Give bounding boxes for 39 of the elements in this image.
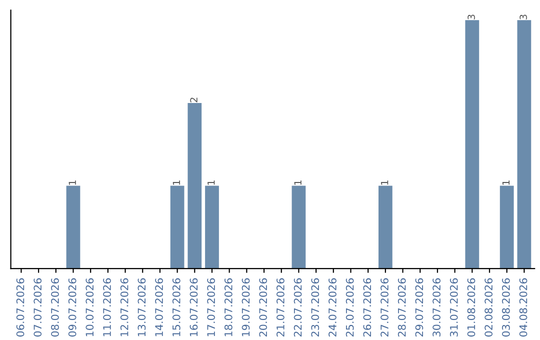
x-tick-label: 21.07.2026 — [276, 278, 284, 337]
x-tick-label: 28.07.2026 — [398, 278, 406, 337]
x-tick-label: 14.07.2026 — [155, 278, 163, 336]
x-tick-label: 13.07.2026 — [138, 278, 146, 336]
x-tick-label: 23.07.2026 — [311, 278, 320, 337]
data-label: 3 — [520, 14, 528, 20]
data-label: 1 — [208, 180, 215, 185]
x-tick-label: 24.07.2026 — [328, 278, 336, 337]
x-tick-label: 26.07.2026 — [363, 278, 372, 337]
x-tick-label: 16.07.2026 — [190, 278, 198, 336]
x-tick-label: 20.07.2026 — [259, 278, 268, 337]
data-label: 2 — [190, 98, 198, 102]
x-tick-label: 04.08.2026 — [519, 278, 528, 337]
data-label: 1 — [294, 180, 302, 185]
x-tick-label: 19.07.2026 — [242, 278, 250, 336]
x-tick-label: 25.07.2026 — [346, 278, 354, 337]
x-tick-label: 06.07.2026 — [16, 278, 24, 337]
x-tick-label: 17.07.2026 — [207, 278, 216, 336]
x-tick-label: 09.07.2026 — [68, 278, 76, 337]
x-tick-label: 18.07.2026 — [224, 278, 232, 336]
x-tick-label: 03.08.2026 — [502, 278, 510, 337]
x-tick-label: 02.08.2026 — [484, 278, 493, 337]
data-label: 1 — [381, 180, 388, 185]
x-tick-label: 22.07.2026 — [294, 278, 302, 337]
x-tick-label: 27.07.2026 — [380, 278, 388, 337]
x-tick-label: 15.07.2026 — [172, 278, 180, 336]
x-tick-label: 30.07.2026 — [432, 278, 440, 336]
data-label: 3 — [468, 14, 475, 20]
data-label: 1 — [172, 180, 180, 185]
data-label: 1 — [68, 180, 76, 185]
x-tick-label: 10.07.2026 — [86, 278, 94, 336]
x-tick-label: 29.07.2026 — [415, 278, 424, 337]
x-tick-label: 12.07.2026 — [120, 278, 128, 336]
x-tick-label: 11.07.2026 — [103, 278, 111, 336]
x-tick-label: 01.08.2026 — [467, 278, 476, 337]
x-tick-label: 07.07.2026 — [34, 278, 42, 337]
x-tick-label: 31.07.2026 — [450, 278, 458, 336]
x-tick-label: 08.07.2026 — [51, 278, 59, 337]
data-label: 1 — [502, 180, 510, 185]
